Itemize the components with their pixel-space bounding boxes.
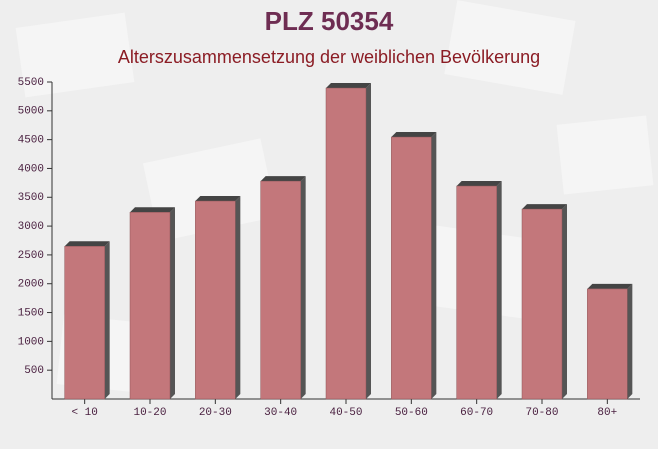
bar bbox=[521, 204, 567, 400]
bar-face bbox=[366, 83, 371, 399]
bar-face bbox=[627, 283, 633, 399]
bar-face bbox=[260, 176, 306, 182]
bar bbox=[195, 196, 241, 400]
bar-face bbox=[456, 181, 502, 187]
y-tick-label: 5500 bbox=[18, 77, 44, 89]
bar bbox=[456, 181, 502, 400]
bar-face bbox=[195, 196, 241, 202]
bar-face bbox=[129, 212, 171, 400]
x-tick-label: 80+ bbox=[597, 407, 617, 419]
y-tick-label: 3000 bbox=[18, 221, 44, 233]
bar-face bbox=[235, 196, 241, 399]
bar-face bbox=[260, 180, 301, 400]
bar-face bbox=[587, 288, 628, 400]
bar-face bbox=[195, 200, 236, 400]
bar-face bbox=[326, 83, 371, 89]
bar-face bbox=[104, 241, 110, 399]
chart-subtitle: Alterszusammensetzung der weiblichen Bev… bbox=[118, 47, 540, 67]
bar-face bbox=[522, 204, 567, 210]
x-tick-label: 70-80 bbox=[525, 407, 558, 419]
bar-face bbox=[587, 283, 633, 289]
y-tick-label: 4500 bbox=[18, 135, 44, 147]
y-tick-label: 4000 bbox=[18, 163, 44, 175]
bar-face bbox=[562, 204, 567, 399]
bar bbox=[129, 207, 175, 400]
bar bbox=[260, 176, 306, 400]
y-tick-label: 2500 bbox=[18, 250, 44, 262]
bar-face bbox=[391, 132, 437, 138]
y-tick-label: 3500 bbox=[18, 192, 44, 204]
bar-face bbox=[64, 246, 105, 400]
x-tick-label: 20-30 bbox=[199, 407, 232, 419]
y-tick-label: 2000 bbox=[18, 279, 44, 291]
y-tick-label: 500 bbox=[24, 365, 44, 377]
bar-face bbox=[391, 136, 432, 400]
y-tick-label: 5000 bbox=[18, 106, 44, 118]
bar bbox=[391, 132, 437, 400]
bar-face bbox=[300, 176, 306, 399]
bar-face bbox=[325, 87, 367, 400]
bar-face bbox=[521, 208, 563, 400]
x-tick-label: 30-40 bbox=[264, 407, 297, 419]
bar-face bbox=[170, 207, 175, 399]
bar-face bbox=[431, 132, 437, 399]
x-tick-label: 10-20 bbox=[133, 407, 166, 419]
bar-face bbox=[130, 207, 175, 213]
x-tick-label: 60-70 bbox=[460, 407, 493, 419]
x-tick-label: < 10 bbox=[71, 407, 97, 419]
chart-title: PLZ 50354 bbox=[265, 6, 394, 36]
bar-face bbox=[496, 181, 502, 399]
bar-face bbox=[456, 185, 497, 400]
x-tick-label: 40-50 bbox=[329, 407, 362, 419]
bar bbox=[325, 83, 371, 400]
bar bbox=[64, 241, 110, 400]
bar-face bbox=[64, 241, 110, 247]
bar bbox=[587, 283, 633, 400]
y-tick-label: 1500 bbox=[18, 307, 44, 319]
y-tick-label: 1000 bbox=[18, 336, 44, 348]
x-tick-label: 50-60 bbox=[395, 407, 428, 419]
